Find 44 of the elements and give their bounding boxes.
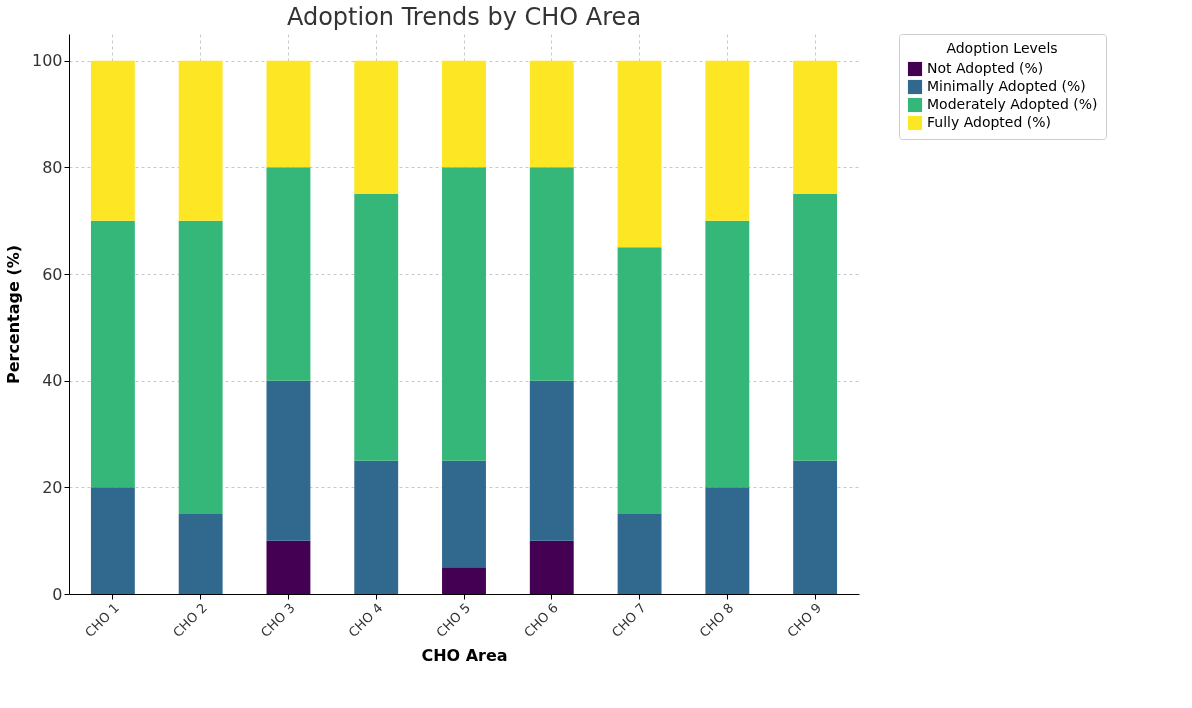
y-tick-label: 20 [42,477,63,497]
bar [529,540,574,594]
bar [705,220,750,488]
legend-title: Adoption Levels [946,40,1058,56]
bar [178,60,223,221]
legend-label: Not Adopted (%) [927,60,1044,76]
y-tick-label: 60 [42,264,63,284]
bar [354,194,399,461]
bar [354,460,399,594]
bar [354,60,399,194]
bar [529,167,574,381]
bar [442,60,486,168]
bar [617,247,662,514]
x-axis-title: CHO Area [421,646,508,666]
bar [90,220,135,488]
bar [793,194,838,461]
bar [178,514,223,594]
bar [90,487,135,594]
bar [793,60,838,194]
legend-label: Fully Adopted (%) [927,114,1052,130]
chart-title: Adoption Trends by CHO Area [286,2,642,31]
bar [266,540,311,594]
bar [617,514,662,594]
y-axis-title: Percentage (%) [3,244,23,385]
y-tick-label: 100 [31,51,63,71]
legend-label: Moderately Adopted (%) [927,96,1098,112]
bar [442,460,486,568]
bar [442,167,486,461]
bar [617,60,662,248]
bar [266,60,311,168]
bar [529,380,574,541]
bar [178,220,223,514]
bar [442,567,486,594]
bar [705,487,750,594]
bar [266,167,311,381]
bar [793,460,838,594]
bar [529,60,574,168]
legend-label: Minimally Adopted (%) [927,78,1086,94]
bar [90,60,135,221]
y-tick-label: 80 [42,157,63,177]
bar [266,380,311,541]
y-tick-label: 40 [42,371,63,391]
y-tick-label: 0 [52,584,63,604]
bar [705,60,750,221]
